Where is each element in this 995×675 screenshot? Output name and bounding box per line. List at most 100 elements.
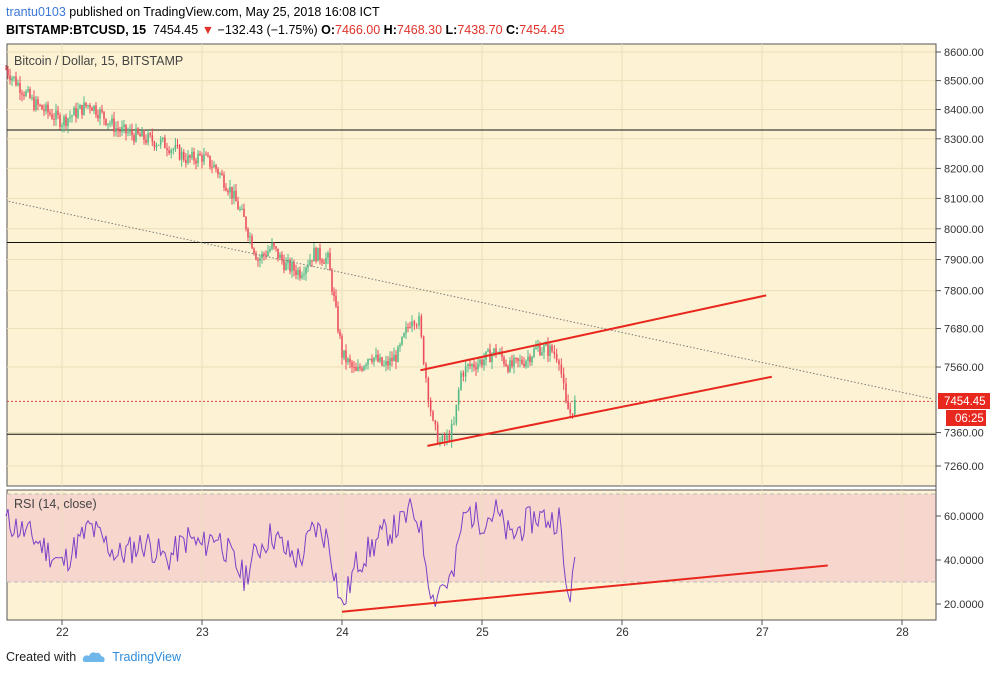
- candle-body: [103, 111, 105, 119]
- candle-body: [571, 413, 574, 415]
- rsi-series: [5, 498, 828, 613]
- candle-body: [215, 165, 217, 169]
- price-tick-label: 7560.00: [944, 362, 984, 374]
- candle-body: [79, 105, 81, 109]
- candle-body: [389, 357, 391, 366]
- publish-text: published on TradingView.com, May 25, 20…: [69, 5, 380, 19]
- candle-body: [29, 89, 31, 99]
- candle-body: [307, 265, 309, 268]
- candle-body: [273, 243, 275, 247]
- candle-body: [55, 110, 57, 120]
- candle-body: [49, 112, 51, 115]
- candle-body: [321, 259, 323, 263]
- candle-body: [315, 247, 317, 262]
- candle-body: [521, 359, 523, 364]
- price-tick-label: 8200.00: [944, 163, 984, 175]
- candle-body: [457, 389, 460, 405]
- candle-body: [193, 151, 195, 161]
- candle-body: [125, 124, 127, 134]
- candle-body: [95, 105, 97, 116]
- candle-body: [172, 149, 175, 151]
- ohlc-line: BITSTAMP:BTCUSD, 15 7454.45 ▼ −132.43 (−…: [6, 21, 564, 39]
- price-pane[interactable]: [6, 43, 937, 487]
- candle-body: [83, 102, 85, 115]
- candle-body: [109, 123, 111, 125]
- time-tick-label: 27: [756, 627, 769, 639]
- candle-body: [51, 114, 53, 119]
- candle-body: [409, 327, 411, 329]
- candle-body: [535, 347, 537, 350]
- candle-body: [345, 350, 347, 363]
- rsi-axis[interactable]: 60.0000 40.0000 20.0000: [936, 511, 984, 611]
- price-tick-label: 8100.00: [944, 193, 984, 205]
- candle-body: [448, 435, 451, 441]
- author-link[interactable]: trantu0103: [6, 5, 66, 19]
- candle-body: [547, 343, 549, 356]
- candle-body: [237, 201, 239, 210]
- candle-body: [239, 209, 241, 211]
- candle-body: [381, 357, 383, 366]
- candle-body: [85, 102, 87, 107]
- candle-body: [450, 424, 453, 441]
- candle-body: [53, 118, 55, 120]
- trend-line: [427, 375, 772, 447]
- candle-body: [231, 186, 233, 199]
- countdown-box: [946, 410, 986, 426]
- candle-body: [475, 367, 477, 370]
- candle-body: [420, 316, 423, 337]
- candle-body: [241, 208, 243, 210]
- created-text: Created with: [6, 650, 77, 664]
- time-axis[interactable]: 22 23 24 25 26 27 28: [7, 619, 936, 639]
- candle-body: [313, 247, 315, 262]
- candle-body: [357, 366, 359, 371]
- candle-body: [507, 365, 509, 372]
- candle-body: [111, 118, 113, 124]
- candle-body: [361, 368, 363, 371]
- candle-body: [397, 347, 399, 362]
- candle-body: [15, 76, 17, 86]
- candle-body: [537, 345, 539, 348]
- tradingview-link[interactable]: TradingView: [112, 650, 181, 664]
- candle-body: [75, 107, 77, 118]
- cloud-logo-icon: [82, 652, 105, 662]
- candle-body: [418, 316, 420, 326]
- candle-body: [407, 327, 409, 329]
- candle-body: [299, 269, 301, 278]
- candle-body: [27, 89, 29, 92]
- candle-body: [35, 99, 37, 110]
- candle-body: [473, 364, 475, 368]
- time-tick-label: 28: [896, 627, 909, 639]
- candle-body: [333, 291, 335, 296]
- close-value: 7454.45: [519, 23, 565, 37]
- candle-body: [17, 82, 19, 86]
- candle-body: [180, 151, 183, 160]
- candle-body: [37, 99, 39, 105]
- candle-body: [525, 360, 527, 367]
- candle-body: [351, 362, 353, 368]
- candle-body: [143, 130, 145, 140]
- candle-body: [479, 359, 481, 364]
- candle-body: [551, 345, 553, 352]
- candle-body: [117, 128, 119, 131]
- candle-body: [339, 331, 341, 337]
- price-series: [5, 65, 936, 448]
- candle-body: [383, 365, 385, 367]
- rsi-tick-label: 40.0000: [944, 555, 984, 567]
- candle-body: [317, 247, 319, 262]
- rsi-title: RSI (14, close): [14, 497, 97, 511]
- candle-body: [69, 116, 71, 119]
- candle-body: [291, 262, 293, 272]
- candle-body: [434, 420, 437, 425]
- candle-body: [319, 247, 321, 260]
- candle-body: [574, 399, 576, 415]
- price-axis[interactable]: 8600.00 8500.00 8400.00 8300.00 8200.00 8100.…: [936, 47, 984, 473]
- candle-body: [23, 94, 25, 96]
- low-label: L:: [445, 23, 458, 37]
- candle-body: [393, 354, 395, 362]
- candle-body: [399, 344, 401, 348]
- price-tick-label: 8000.00: [944, 224, 984, 236]
- candle-body: [509, 360, 511, 372]
- candle-body: [519, 359, 521, 361]
- candle-body: [355, 367, 357, 371]
